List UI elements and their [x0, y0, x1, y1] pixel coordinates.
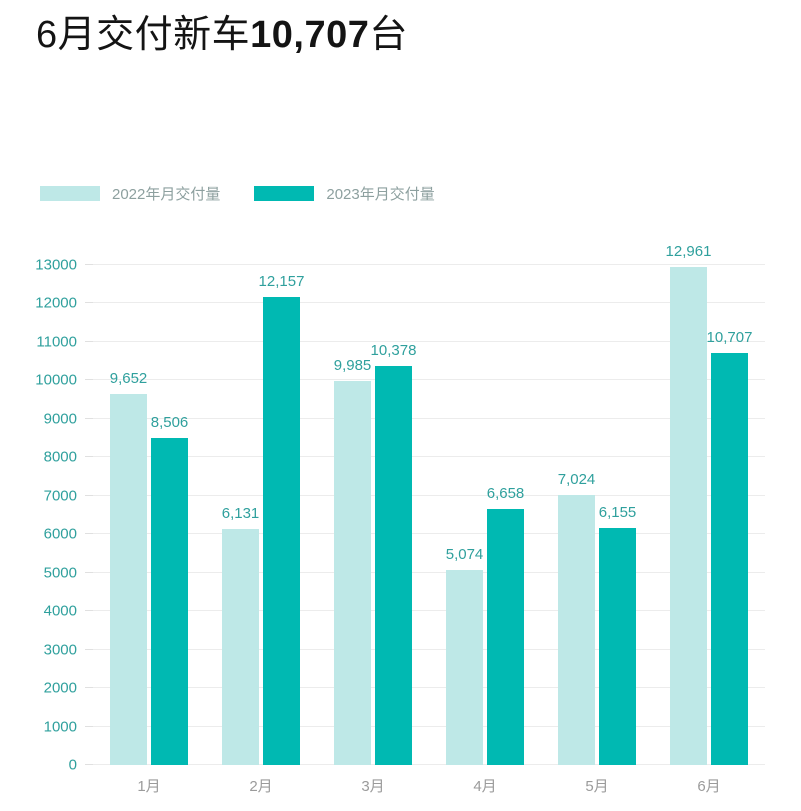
- bar-series0-6月: 12,961: [666, 243, 711, 765]
- bar-series0-5月: 7,024: [558, 471, 595, 765]
- y-axis-tick-label: 3000: [43, 641, 77, 659]
- x-axis-tick-label: 1月: [137, 778, 161, 795]
- y-axis-tick-label: 2000: [43, 679, 77, 697]
- gridline: [93, 533, 765, 535]
- bars-area: 9,652 8,506 6,131 12,157 9,985 10,378 5,074 6,6…: [93, 243, 765, 765]
- y-axis-tick-label: 10000: [35, 371, 77, 389]
- bar-value-label: 6,658: [486, 484, 525, 502]
- y-axis-tick-label: 7000: [43, 487, 77, 505]
- legend-label-2023: 2023年月交付量: [326, 186, 435, 203]
- bar-group-3月: 9,985 10,378: [334, 265, 416, 765]
- y-axis-tick-label: 8000: [43, 448, 77, 466]
- bar-group-2月: 6,131 12,157: [222, 265, 304, 765]
- y-axis-tick-label: 5000: [43, 564, 77, 582]
- bar-group-4月: 5,074 6,658: [446, 265, 524, 765]
- legend-item-2023: 2023年月交付量: [254, 183, 435, 204]
- y-axis-tick: [85, 725, 93, 727]
- y-axis-tick-label: 9000: [43, 410, 77, 428]
- x-axis-tick-label: 4月: [473, 778, 497, 795]
- bar-value-label: 12,157: [258, 273, 305, 291]
- bar-series1-1月: 8,506: [151, 414, 188, 765]
- bar-value-label: 6,131: [221, 505, 260, 523]
- bar-group-6月: 12,961 10,707: [666, 243, 752, 765]
- x-axis-tick-label: 3月: [361, 778, 385, 795]
- x-axis-tick-label: 2月: [249, 778, 273, 795]
- bar-value-label: 9,985: [333, 356, 372, 374]
- gridline: [93, 571, 765, 573]
- gridline: [93, 456, 765, 458]
- y-axis-tick: [85, 494, 93, 496]
- y-axis-tick-label: 6000: [43, 525, 77, 543]
- bar-value-label: 8,506: [150, 413, 189, 431]
- gridline: [93, 302, 765, 304]
- bar-series1-6月: 10,707: [707, 329, 752, 765]
- legend-swatch-2022: [40, 186, 100, 201]
- gridline: [93, 417, 765, 419]
- bar-value-label: 5,074: [445, 545, 484, 563]
- bar-value-label: 10,707: [706, 329, 753, 347]
- title-prefix: 6月交付新车: [36, 14, 251, 56]
- bar-series1-5月: 6,155: [599, 504, 636, 765]
- gridline: [93, 379, 765, 381]
- bar-series0-3月: 9,985: [334, 357, 371, 765]
- x-axis: 1月 2月 3月 4月 5月 6月: [93, 775, 765, 796]
- gridline: [93, 494, 765, 496]
- gridline: [93, 725, 765, 727]
- x-axis-tick-label: 6月: [697, 778, 721, 795]
- y-axis-tick: [85, 417, 93, 419]
- title-suffix: 台: [369, 14, 408, 56]
- legend-label-2022: 2022年月交付量: [112, 186, 221, 203]
- y-axis-tick: [85, 456, 93, 458]
- y-axis-tick: [85, 687, 93, 689]
- bar-series0-4月: 5,074: [446, 546, 483, 765]
- y-axis-tick-label: 12000: [35, 294, 77, 312]
- y-axis-tick: [85, 302, 93, 304]
- gridline: [93, 764, 765, 765]
- y-axis-tick: [85, 379, 93, 381]
- bar-value-label: 9,652: [109, 369, 148, 387]
- bar-value-label: 10,378: [370, 341, 417, 359]
- bar-value-label: 7,024: [557, 470, 596, 488]
- gridline: [93, 610, 765, 612]
- bar-chart: 0 1000 2000 3000 4000 5000 6000 7000 8000 9000 100…: [35, 243, 765, 795]
- gridline: [93, 264, 765, 265]
- y-axis-tick: [85, 610, 93, 612]
- y-axis-tick: [85, 648, 93, 650]
- y-axis-tick: [85, 571, 93, 573]
- bar-series1-2月: 12,157: [259, 273, 304, 765]
- y-axis-tick: [85, 764, 93, 765]
- y-axis-tick: [85, 533, 93, 535]
- y-axis-tick-label: 4000: [43, 602, 77, 620]
- y-axis-tick-label: 1000: [43, 718, 77, 736]
- x-axis-tick-label: 5月: [585, 778, 609, 795]
- legend: 2022年月交付量 2023年月交付量: [40, 183, 435, 204]
- legend-swatch-2023: [254, 186, 315, 201]
- gridline: [93, 340, 765, 342]
- bar-series1-4月: 6,658: [487, 485, 524, 765]
- bar-value-label: 6,155: [598, 504, 637, 522]
- title-number: 10,707: [250, 14, 370, 56]
- legend-item-2022: 2022年月交付量: [40, 183, 220, 204]
- bar-group-5月: 7,024 6,155: [558, 265, 636, 765]
- y-axis-tick-label: 13000: [35, 256, 77, 274]
- bar-series0-1月: 9,652: [110, 370, 147, 765]
- bar-series1-3月: 10,378: [371, 342, 416, 765]
- y-axis-tick-label: 0: [68, 756, 77, 774]
- y-axis-tick-label: 11000: [36, 333, 77, 351]
- bar-group-1月: 9,652 8,506: [110, 265, 188, 765]
- bar-value-label: 12,961: [665, 242, 712, 260]
- y-axis-tick: [85, 340, 93, 342]
- page-title: 6月交付新车10,707台: [36, 12, 408, 60]
- gridline: [93, 648, 765, 650]
- bar-series0-2月: 6,131: [222, 505, 259, 765]
- gridline: [93, 687, 765, 689]
- y-axis-tick: [85, 264, 93, 265]
